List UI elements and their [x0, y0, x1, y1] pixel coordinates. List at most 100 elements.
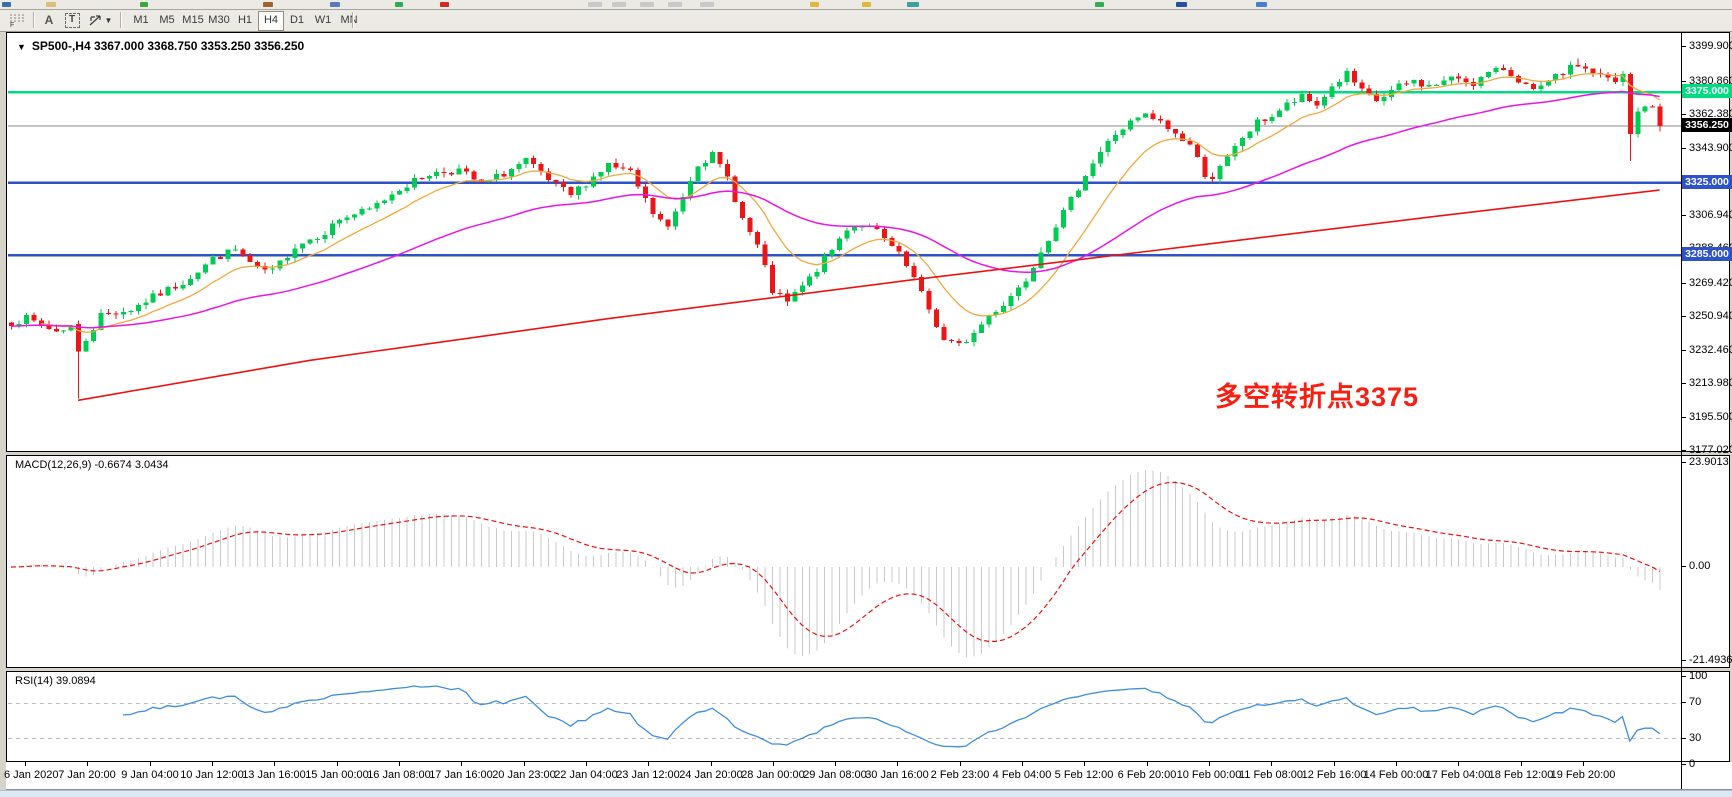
time-axis-label: 5 Feb 12:00 — [1054, 769, 1114, 781]
rsi-scale-tick — [1681, 702, 1686, 703]
macd-plot[interactable] — [8, 457, 1682, 667]
price-scale-label: 3250.940 — [1689, 310, 1732, 322]
timeframe-button-m30[interactable]: M30 — [208, 14, 230, 26]
rsi-scale-label: 70 — [1689, 696, 1702, 708]
price-scale-tick — [1681, 316, 1686, 317]
time-axis-tick — [773, 762, 774, 766]
cropped-icon — [907, 2, 919, 7]
time-axis-label: 22 Jan 04:00 — [554, 769, 618, 781]
timeframe-button-m15[interactable]: M15 — [182, 14, 204, 26]
time-axis-tick — [274, 762, 275, 766]
timeframe-button-m1[interactable]: M1 — [133, 14, 149, 26]
time-axis-tick — [212, 762, 213, 766]
text-box-glyph: T — [64, 12, 80, 28]
time-axis-tick — [1396, 762, 1397, 766]
macd-scale-label: 0.00 — [1689, 560, 1711, 572]
chart-annotation: 多空转折点3375 — [1215, 382, 1420, 412]
cropped-icon — [46, 2, 56, 7]
cropped-icon — [862, 2, 871, 7]
dropdown-caret-icon: ▼ — [104, 15, 113, 25]
cropped-icon — [1095, 2, 1104, 7]
rsi-scale-label: 100 — [1689, 670, 1708, 682]
chart-title: ▼ SP500-,H4 3367.000 3368.750 3353.250 33… — [17, 39, 304, 53]
time-axis-label: 2 Feb 23:00 — [930, 769, 990, 781]
time-axis-tick — [1271, 762, 1272, 766]
time-axis-label: 7 Jan 20:00 — [58, 769, 116, 781]
macd-label: MACD(12,26,9) -0.6674 3.0434 — [15, 459, 169, 471]
time-axis-tick — [1022, 762, 1023, 766]
price-scale-label: 3177.020 — [1689, 444, 1732, 456]
time-axis-tick — [897, 762, 898, 766]
time-axis[interactable] — [6, 762, 1732, 790]
timeframe-button-d1[interactable]: D1 — [289, 14, 305, 26]
time-axis-tick — [1458, 762, 1459, 766]
cropped-icon — [263, 2, 273, 7]
cropped-icon — [700, 2, 714, 7]
text-box-tool[interactable]: T — [62, 11, 82, 29]
timeframe-button-w1[interactable]: W1 — [314, 14, 332, 26]
time-axis-label: 9 Jan 04:00 — [121, 769, 179, 781]
chart-dropdown-icon[interactable]: ▼ — [17, 42, 26, 52]
timeframe-button-h4[interactable]: H4 — [258, 11, 284, 31]
time-axis-tick — [648, 762, 649, 766]
time-axis-label: 16 Jan 08:00 — [367, 769, 431, 781]
price-scale-divider — [1681, 32, 1682, 789]
time-axis-label: 11 Feb 08:00 — [1238, 769, 1304, 781]
rsi-scale-tick — [1681, 676, 1686, 677]
time-axis-label: 20 Jan 23:00 — [492, 769, 556, 781]
time-axis-tick — [1147, 762, 1148, 766]
cropped-icon — [810, 2, 819, 7]
price-scale-tick — [1681, 148, 1686, 149]
time-axis-tick — [1084, 762, 1085, 766]
time-axis-label: 24 Jan 20:00 — [679, 769, 743, 781]
cropped-icon — [668, 2, 682, 7]
price-scale-label: 3343.900 — [1689, 142, 1732, 154]
time-axis-label: 6 Jan 2020 — [4, 769, 59, 781]
svg-text:F: F — [10, 22, 14, 27]
time-axis-label: 10 Feb 00:00 — [1176, 769, 1242, 781]
status-bar-edge — [0, 790, 1732, 797]
time-axis-tick — [461, 762, 462, 766]
macd-scale-tick — [1681, 462, 1686, 463]
timeframe-button-mn[interactable]: MN — [340, 14, 358, 26]
price-scale-tick — [1681, 450, 1686, 451]
time-axis-tick — [711, 762, 712, 766]
time-axis-label: 4 Feb 04:00 — [992, 769, 1052, 781]
cropped-icon — [440, 2, 449, 7]
rsi-plot[interactable] — [8, 673, 1682, 761]
time-axis-tick — [1583, 762, 1584, 766]
time-axis-label: 30 Jan 16:00 — [865, 769, 929, 781]
macd-scale-label: 23.9013 — [1689, 456, 1729, 468]
text-label-tool[interactable]: A — [40, 11, 58, 29]
timeframe-button-h1[interactable]: H1 — [237, 14, 253, 26]
timeframe-button-m5[interactable]: M5 — [159, 14, 175, 26]
time-axis-label: 18 Feb 12:00 — [1488, 769, 1554, 781]
time-axis-label: 12 Feb 16:00 — [1301, 769, 1367, 781]
rsi-scale-label: 0 — [1689, 758, 1696, 770]
price-scale-tick — [1681, 114, 1686, 115]
rsi-scale-tick — [1681, 738, 1686, 739]
rsi-panel[interactable]: RSI(14) 39.0894 — [6, 671, 1730, 762]
price-scale-label: 3399.900 — [1689, 40, 1732, 52]
price-scale-label: 3232.460 — [1689, 344, 1732, 356]
text-label-glyph: A — [44, 13, 54, 27]
price-panel[interactable]: ▼ SP500-,H4 3367.000 3368.750 3353.250 33… — [6, 32, 1730, 452]
arrows-tool[interactable]: ▼ — [86, 11, 114, 29]
time-axis-tick — [835, 762, 836, 766]
macd-scale-tick — [1681, 660, 1686, 661]
toolbar-separator — [352, 12, 354, 28]
macd-panel[interactable]: MACD(12,26,9) -0.6674 3.0434 — [6, 455, 1730, 668]
grid-tool-icon[interactable]: F — [6, 11, 28, 29]
price-scale-tick — [1681, 215, 1686, 216]
main-toolbar: F A T ▼ M1 M5 M15 M30 H1 H4 D1 W1 MN — [0, 10, 1732, 32]
price-scale-label: 3213.980 — [1689, 377, 1732, 389]
price-chart-plot[interactable] — [8, 34, 1682, 451]
time-axis-tick — [1209, 762, 1210, 766]
cropped-icon — [330, 2, 340, 7]
time-axis-tick — [150, 762, 151, 766]
cropped-icon — [2, 2, 11, 7]
price-level-badge: 3356.250 — [1682, 118, 1732, 132]
arrows-icon — [89, 14, 101, 25]
rsi-scale-label: 30 — [1689, 732, 1702, 744]
